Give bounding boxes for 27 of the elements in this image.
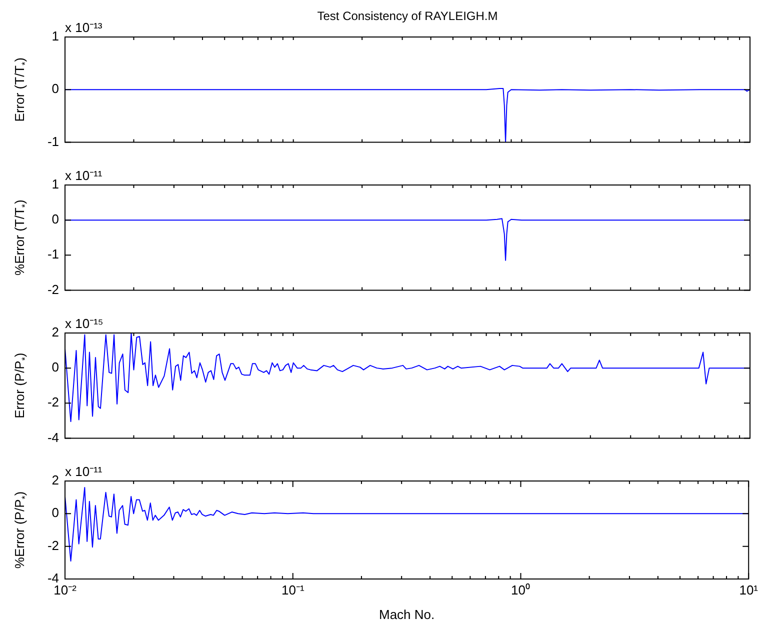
text: x 10⁻¹⁵ (65, 316, 104, 331)
y-tick-label: 1 (52, 176, 59, 192)
y-tick-label: -1 (47, 246, 59, 262)
text: x 10⁻¹³ (65, 20, 103, 35)
y-tick-label: -1 (47, 134, 59, 149)
y-axis-title: %Error (T/T*) (12, 200, 30, 276)
y-tick-label: -2 (47, 282, 59, 297)
y-tick-label: -2 (47, 538, 59, 553)
y-tick-label: 1 (52, 28, 59, 44)
y-axis-title: Error (P/P*) (12, 352, 30, 418)
y-tick-label: 2 (52, 324, 59, 340)
x-tick-label: 10⁻¹ (281, 582, 305, 598)
y-axis-title: Error (T/T*) (12, 57, 30, 122)
text: x 10⁻¹¹ (65, 168, 103, 183)
chart-title: Test Consistency of RAYLEIGH.M (317, 9, 498, 23)
y-tick-label: 0 (52, 81, 59, 96)
y-tick-label: 2 (52, 472, 59, 488)
y-tick-label: -4 (47, 430, 59, 445)
x-tick-label: 10⁰ (511, 582, 530, 598)
text: x 10⁻¹¹ (65, 464, 103, 479)
y-tick-label: 0 (52, 360, 59, 375)
y-axis-title: %Error (P/P*) (12, 491, 30, 569)
y-tick-label: 0 (52, 505, 59, 520)
x-tick-label: 10¹ (739, 582, 759, 598)
y-tick-label: 0 (52, 212, 59, 227)
y-tick-label: -2 (47, 394, 59, 410)
x-axis-title: Mach No. (378, 607, 435, 622)
